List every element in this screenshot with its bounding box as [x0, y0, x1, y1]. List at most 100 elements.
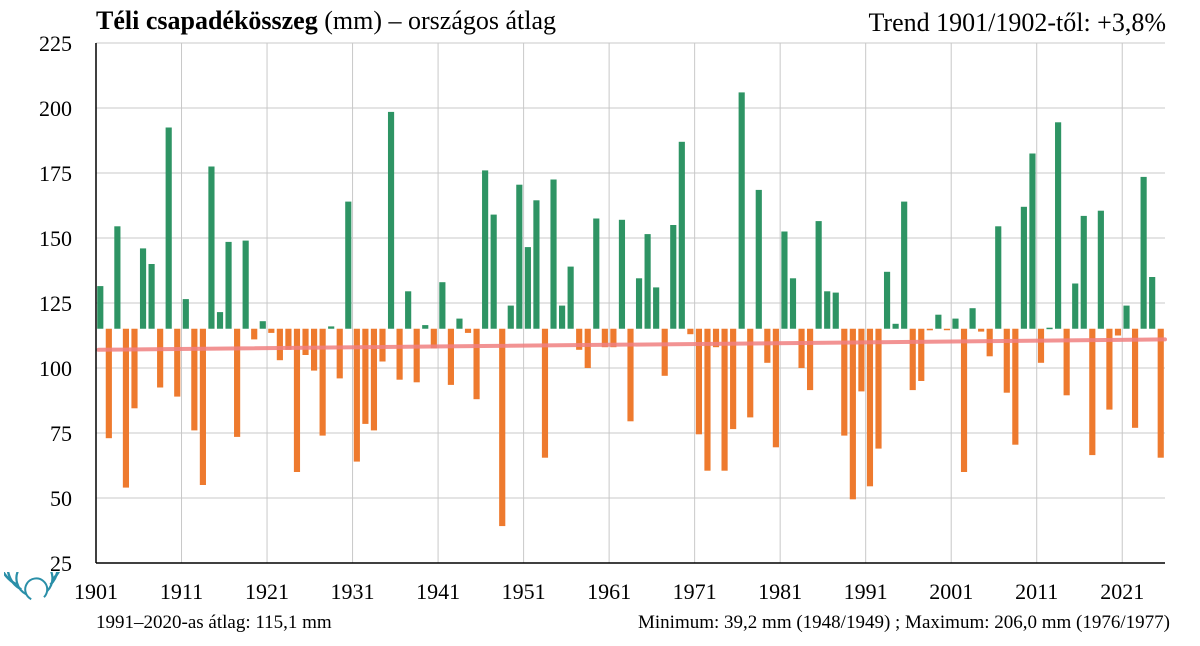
- bar-below-average: [122, 328, 130, 488]
- bar-above-average: [1123, 305, 1130, 329]
- bar-below-average: [319, 328, 326, 436]
- bar-above-average: [482, 170, 489, 329]
- bar-above-average: [995, 226, 1002, 329]
- bar-below-average: [541, 328, 549, 458]
- trend-line: [96, 337, 1167, 352]
- bar-above-average: [114, 226, 121, 329]
- bar-above-average: [1080, 215, 1087, 329]
- bar-above-average: [832, 292, 839, 329]
- bar-below-average: [764, 328, 771, 363]
- x-tick-label: 1971: [673, 579, 717, 604]
- bar-above-average: [1149, 277, 1156, 329]
- x-tick-label: 1911: [160, 579, 203, 604]
- bar-below-average: [293, 328, 301, 472]
- bar-below-average: [807, 328, 814, 391]
- y-tick-label: 175: [39, 161, 72, 186]
- bar-above-average: [755, 189, 762, 329]
- bar-above-average: [678, 141, 685, 329]
- bar-above-average: [935, 314, 942, 329]
- bar-above-average: [653, 287, 660, 329]
- chart-title-bold: Téli csapadékösszeg: [96, 6, 318, 35]
- logo-arc: [24, 577, 49, 601]
- bar-above-average: [182, 299, 189, 329]
- bar-below-average: [1157, 328, 1164, 458]
- bar-below-average: [174, 328, 181, 397]
- y-tick-label: 200: [39, 96, 72, 121]
- bar-below-average: [712, 328, 720, 348]
- bar-below-average: [1037, 328, 1045, 363]
- bar-below-average: [627, 328, 634, 422]
- logo-arc: [15, 572, 54, 596]
- bar-below-average: [747, 328, 754, 418]
- bar-above-average: [456, 318, 463, 329]
- bar-above-average: [405, 291, 412, 329]
- bar-above-average: [259, 321, 266, 329]
- chart-title-rest: (mm) – országos átlag: [317, 6, 556, 35]
- bar-below-average: [576, 328, 583, 350]
- bar-below-average: [661, 328, 668, 376]
- bar-above-average: [883, 271, 891, 329]
- bar-above-average: [533, 200, 540, 329]
- bar-above-average: [439, 282, 446, 329]
- bar-above-average: [781, 231, 788, 329]
- bar-above-average: [165, 127, 172, 329]
- bar-below-average: [943, 328, 951, 331]
- bar-below-average: [704, 328, 711, 471]
- x-tick-label: 2001: [929, 579, 973, 604]
- bar-above-average: [644, 234, 651, 329]
- bar-below-average: [157, 328, 164, 388]
- x-tick-label: 1961: [587, 579, 631, 604]
- bar-below-average: [926, 328, 933, 331]
- bar-above-average: [225, 241, 232, 329]
- bar-below-average: [191, 328, 198, 431]
- bar-below-average: [772, 328, 779, 448]
- bar-below-average: [1131, 328, 1139, 428]
- bar-below-average: [610, 328, 617, 348]
- x-tick-label: 1981: [758, 579, 802, 604]
- bar-below-average: [798, 328, 805, 368]
- y-tick-label: 75: [50, 421, 72, 446]
- bar-below-average: [370, 328, 378, 431]
- bar-below-average: [302, 328, 309, 355]
- y-tick-label: 225: [39, 31, 72, 56]
- bar-above-average: [328, 326, 335, 329]
- bar-above-average: [789, 278, 797, 329]
- x-tick-label: 1951: [502, 579, 546, 604]
- bar-below-average: [447, 328, 454, 385]
- bar-below-average: [276, 328, 283, 361]
- bar-below-average: [858, 328, 865, 392]
- x-tick-label: 2011: [1015, 579, 1058, 604]
- bar-below-average: [687, 328, 694, 335]
- bar-below-average: [841, 328, 848, 436]
- logo-arc: [7, 572, 59, 591]
- bar-above-average: [1046, 327, 1053, 330]
- x-tick-label: 1931: [331, 579, 375, 604]
- bar-below-average: [362, 328, 369, 424]
- bar-above-average: [952, 318, 959, 329]
- bar-above-average: [507, 305, 514, 329]
- bar-above-average: [242, 240, 249, 329]
- trend-label: Trend 1901/1902-től: +3,8%: [868, 8, 1166, 37]
- bar-above-average: [550, 179, 557, 329]
- bar-above-average: [593, 218, 600, 329]
- bar-below-average: [251, 328, 258, 340]
- bar-above-average: [422, 325, 429, 329]
- bar-above-average: [1020, 206, 1027, 329]
- average-note: 1991–2020-as átlag: 115,1 mm: [96, 612, 332, 633]
- bar-above-average: [969, 308, 976, 329]
- bar-above-average: [139, 248, 147, 329]
- bar-above-average: [635, 278, 643, 329]
- bar-below-average: [199, 328, 206, 485]
- bar-below-average: [1012, 328, 1019, 445]
- bar-above-average: [216, 312, 224, 329]
- bar-above-average: [490, 214, 497, 329]
- bar-below-average: [721, 328, 728, 471]
- x-tick-label: 1901: [74, 579, 118, 604]
- bar-below-average: [960, 328, 968, 472]
- bar-above-average: [670, 225, 677, 329]
- bar-below-average: [285, 328, 292, 350]
- x-tick-label: 1921: [245, 579, 289, 604]
- bar-below-average: [413, 328, 420, 383]
- bar-below-average: [849, 328, 856, 500]
